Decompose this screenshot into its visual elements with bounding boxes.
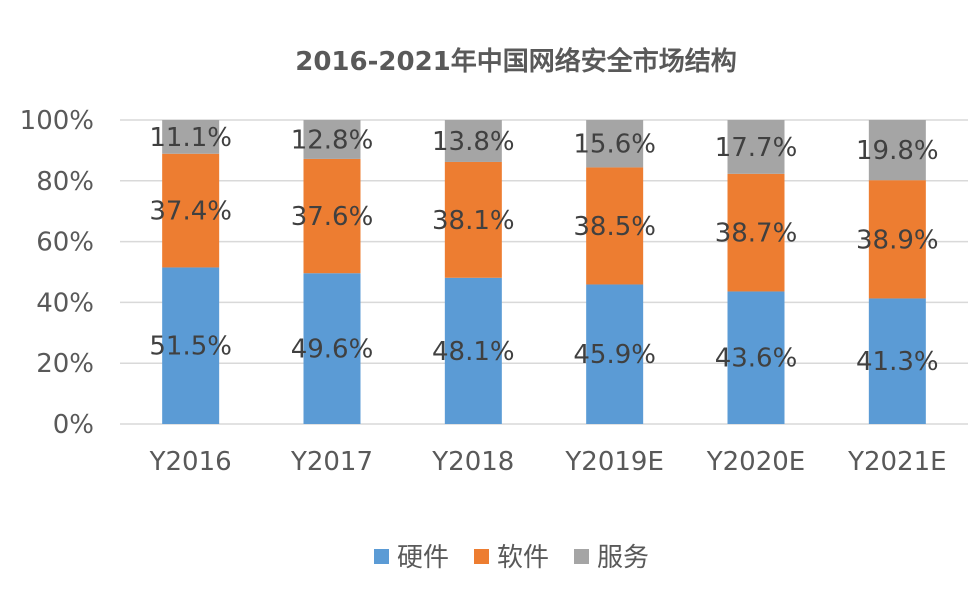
x-tick-label: Y2019E [564, 447, 663, 477]
legend-swatch [374, 549, 389, 564]
x-axis: Y2016 Y2017 Y2018 Y2019E Y2020E Y2021E [149, 447, 947, 477]
y-tick-label: 80% [36, 167, 94, 197]
bar-segment-2 [586, 167, 644, 285]
bar-segment-2 [727, 173, 785, 292]
legend-item: 服务 [574, 543, 649, 573]
bar-segment-2 [162, 153, 220, 268]
x-tick-label: Y2020E [706, 447, 805, 477]
x-tick-label: Y2018 [431, 447, 514, 477]
y-tick-label: 0% [53, 410, 94, 440]
legend-swatch [574, 549, 589, 564]
y-tick-label: 20% [36, 349, 94, 379]
data-label: 13.8% [432, 127, 515, 157]
bar-segment-1 [303, 273, 361, 424]
legend: 硬件 软件 服务 [374, 543, 649, 573]
bar-segment-1 [868, 298, 926, 424]
legend-label: 软件 [497, 543, 549, 573]
bar-segment-3 [444, 120, 502, 162]
y-tick-label: 100% [20, 106, 94, 136]
y-tick-label: 60% [36, 228, 94, 258]
data-label: 51.5% [149, 332, 232, 362]
bar-segment-3 [303, 120, 361, 159]
data-label: 38.9% [856, 225, 939, 255]
bar-segment-1 [444, 277, 502, 424]
legend-swatch [474, 549, 489, 564]
legend-label: 硬件 [397, 543, 449, 573]
bar-segment-2 [868, 180, 926, 299]
x-tick-label: Y2016 [149, 447, 232, 477]
x-tick-label: Y2021E [847, 447, 946, 477]
legend-label: 服务 [597, 543, 649, 573]
data-label: 38.1% [432, 206, 515, 236]
data-label: 19.8% [856, 136, 939, 166]
bar-segment-3 [586, 120, 644, 168]
bar-segment-2 [303, 158, 361, 274]
bar-segment-1 [162, 267, 220, 424]
data-label: 38.7% [715, 219, 798, 249]
bar-segment-3 [162, 120, 220, 154]
bar-segment-3 [727, 120, 785, 174]
bar-segment-1 [727, 291, 785, 424]
data-label: 17.7% [715, 133, 798, 163]
data-label: 43.6% [715, 344, 798, 374]
bar-segment-3 [868, 120, 926, 181]
y-axis: 0% 20% 40% 60% 80% 100% [20, 106, 94, 440]
data-label: 48.1% [432, 337, 515, 367]
bar-segment-1 [586, 284, 644, 424]
data-label: 11.1% [149, 123, 232, 153]
data-label: 49.6% [291, 335, 374, 365]
legend-item: 硬件 [374, 543, 449, 573]
data-label: 37.6% [291, 202, 374, 232]
data-label: 45.9% [573, 340, 656, 370]
data-label: 12.8% [291, 125, 374, 155]
chart-title: 2016-2021年中国网络安全市场结构 [295, 46, 737, 77]
bar-segment-2 [444, 161, 502, 278]
bars: 51.5% 37.4% 11.1% 49.6% 37.6% 12.8% 48.1% 38.1%… [149, 120, 939, 424]
y-tick-label: 40% [36, 288, 94, 318]
data-label: 37.4% [149, 197, 232, 227]
data-label: 38.5% [573, 212, 656, 242]
x-tick-label: Y2017 [290, 447, 373, 477]
data-label: 15.6% [573, 130, 656, 160]
data-label: 41.3% [856, 347, 939, 377]
legend-item: 软件 [474, 543, 549, 573]
gridlines [120, 119, 968, 425]
